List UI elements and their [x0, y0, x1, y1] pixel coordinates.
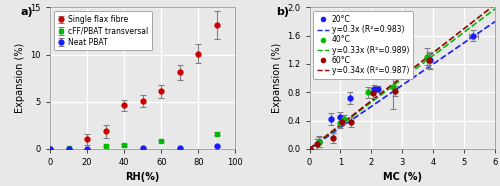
Text: a): a): [20, 7, 33, 17]
X-axis label: MC (%): MC (%): [383, 172, 422, 182]
Legend: 20°C, y=0.3x (R²=0.983), 40°C, y=0.33x (R²=0.989), 60°C, y=0.34x (R²=0.987): 20°C, y=0.3x (R²=0.983), 40°C, y=0.33x (…: [314, 11, 413, 79]
Text: b): b): [276, 7, 289, 17]
Y-axis label: Expansion (%): Expansion (%): [272, 43, 282, 113]
Legend: Single flax fibre, cFF/PBAT transversal, Neat PBAT: Single flax fibre, cFF/PBAT transversal,…: [54, 11, 152, 50]
Y-axis label: Expansion (%): Expansion (%): [15, 43, 25, 113]
X-axis label: RH(%): RH(%): [126, 172, 160, 182]
